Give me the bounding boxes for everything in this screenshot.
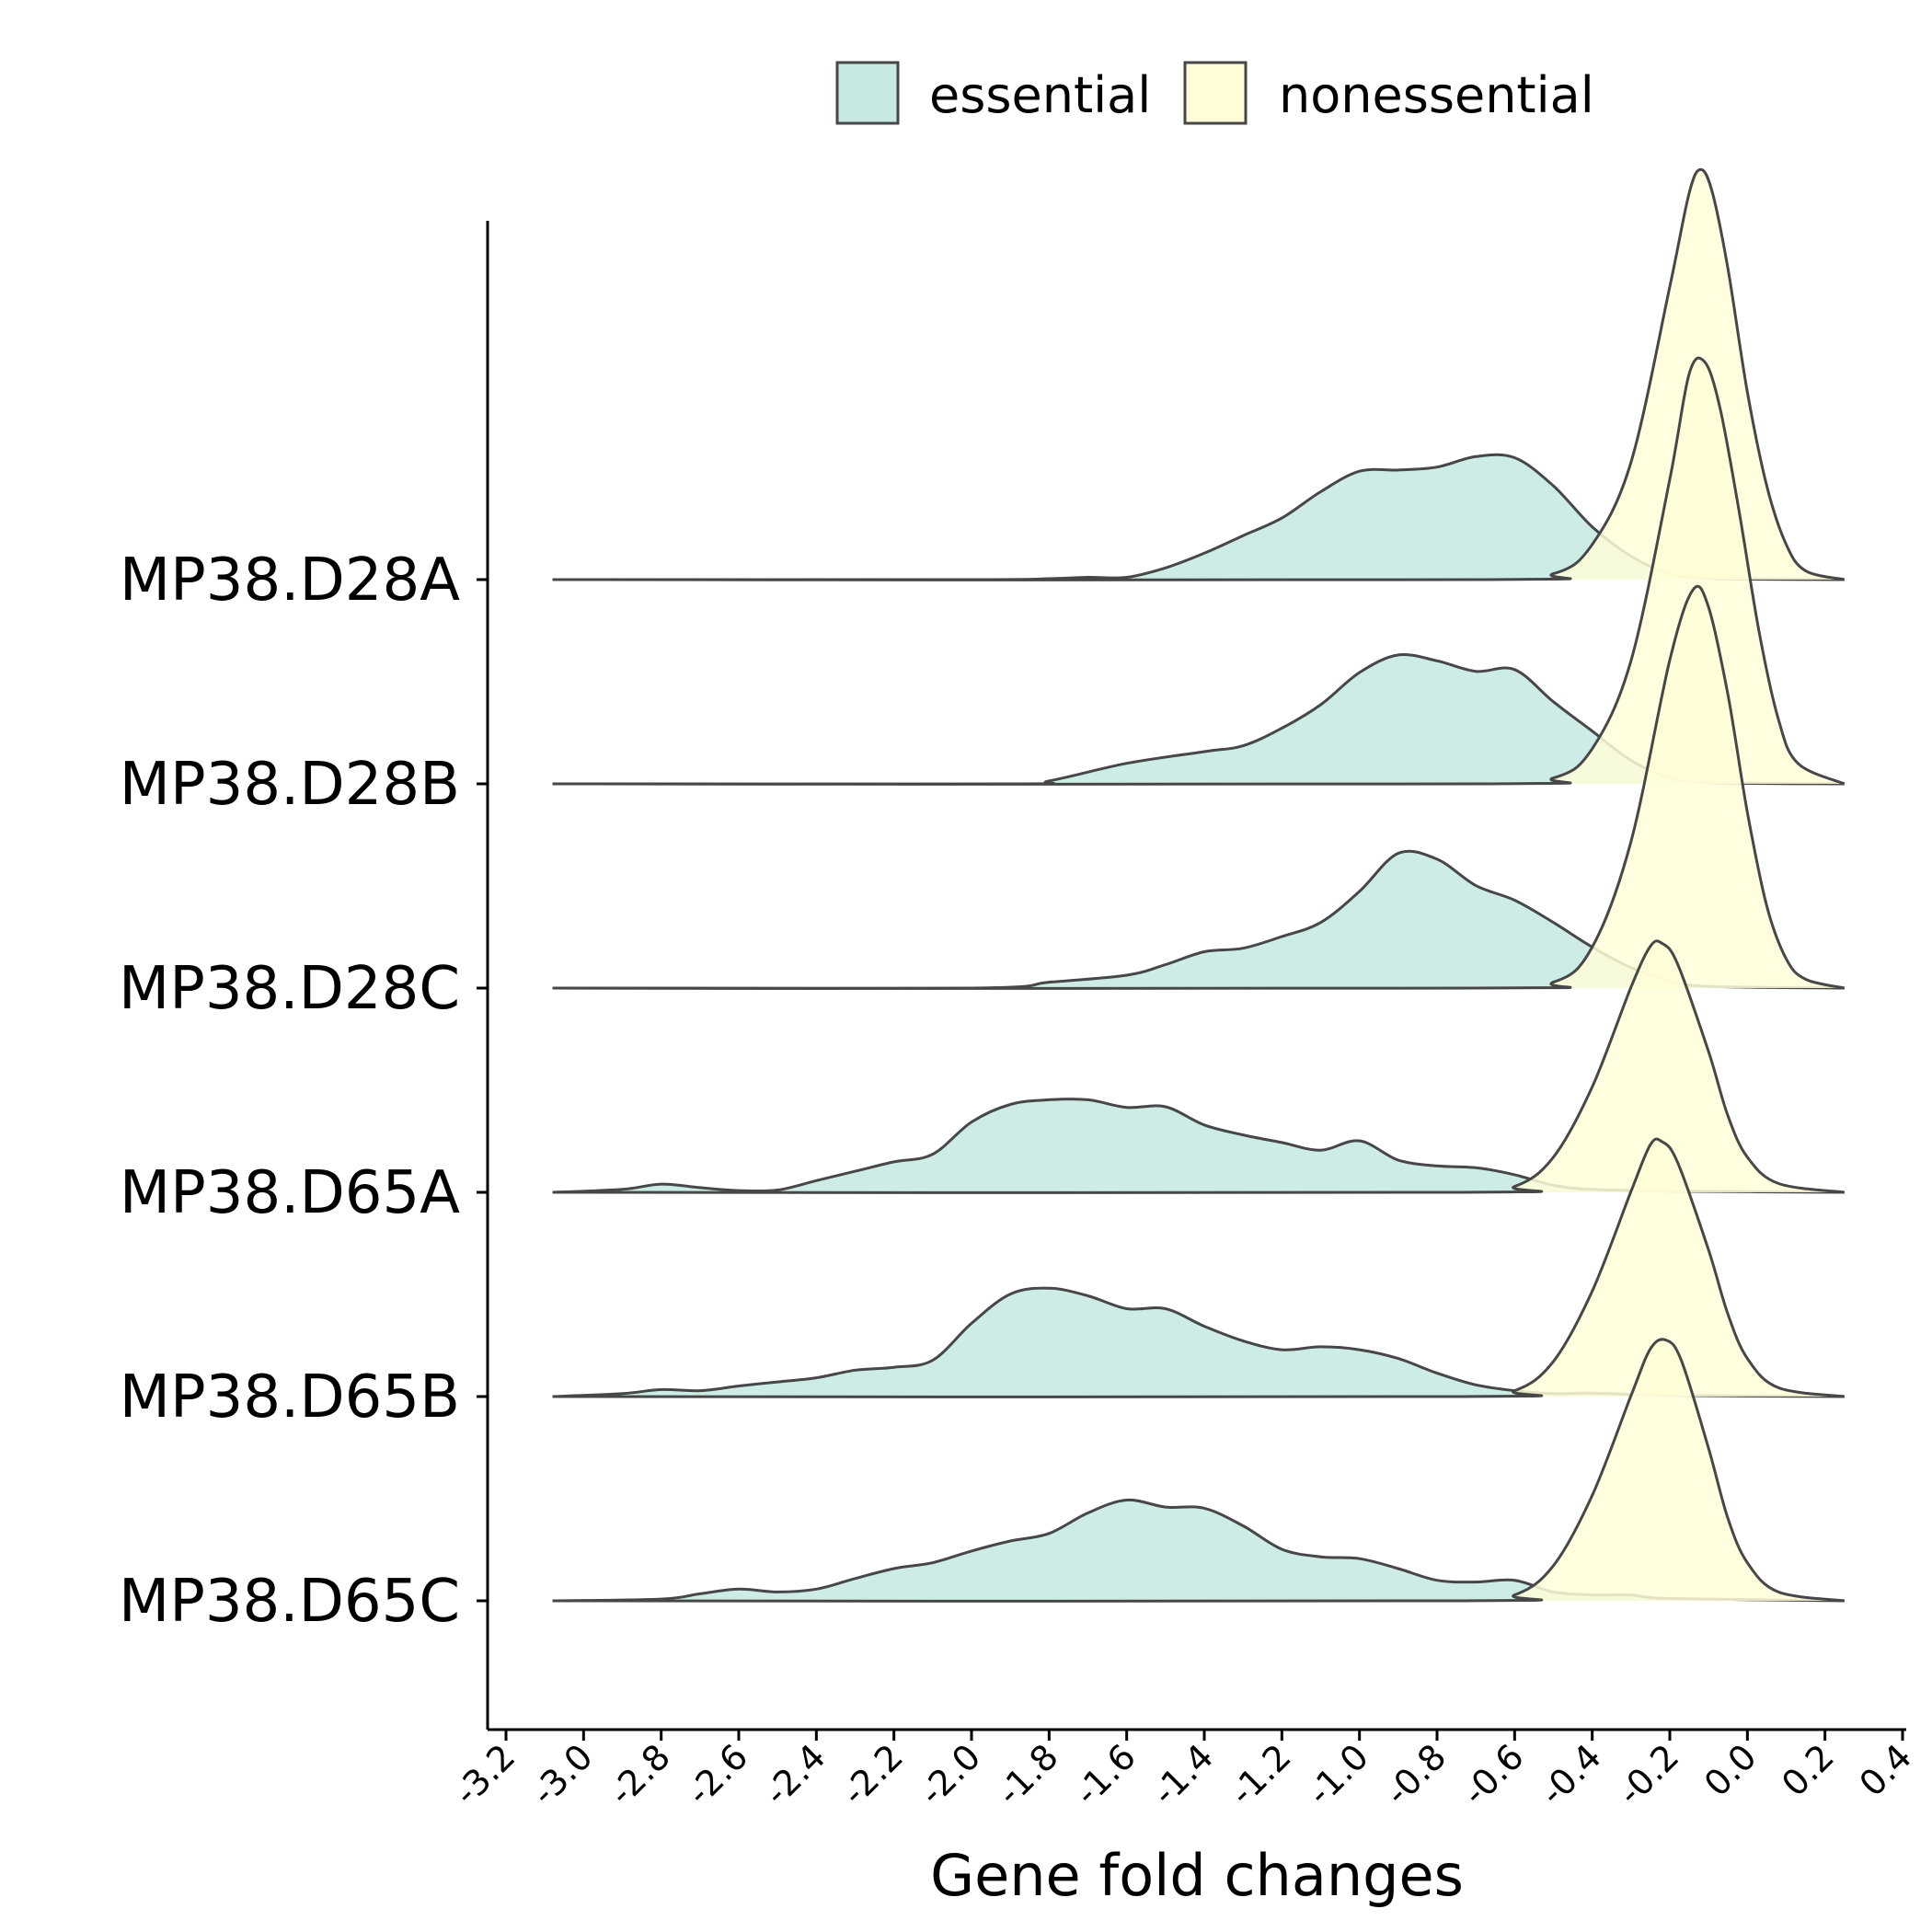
density-line-mp38-d28a-nonessential xyxy=(552,167,1846,581)
x-tick-label--0-6: -0.6 xyxy=(1455,1736,1532,1813)
density-area-mp38-d28c-essential xyxy=(552,851,1845,989)
x-tick-label--0-4: -0.4 xyxy=(1532,1736,1609,1813)
density-line-mp38-d65b-nonessential xyxy=(552,1137,1845,1398)
x-tick-label--3-0: -3.0 xyxy=(523,1736,601,1813)
legend-swatch-nonessential xyxy=(1183,61,1248,125)
ridge-mp38-d65c xyxy=(552,1338,1845,1603)
density-area-mp38-d65c-essential xyxy=(552,1500,1845,1601)
x-tick-label--1-8: -1.8 xyxy=(989,1736,1066,1813)
y-ticks: MP38.D28A MP38.D28B MP38.D28C MP38.D65A MP38… xyxy=(119,546,488,1636)
x-ticks: -3.2 -3.0 -2.8 -2.6 -2.4 -2.2 -2.0 -1.8 -1.6 -1.4… xyxy=(446,1730,1920,1813)
x-tick-label--1-6: -1.6 xyxy=(1066,1736,1144,1813)
y-tick-label-mp38-d28b: MP38.D28B xyxy=(120,751,460,819)
ridge-mp38-d65a xyxy=(552,939,1845,1194)
x-tick-label--1-2: -1.2 xyxy=(1222,1736,1299,1813)
density-area-mp38-d65b-nonessential xyxy=(552,1139,1845,1397)
y-tick-label-mp38-d65a: MP38.D65A xyxy=(120,1159,460,1227)
density-area-mp38-d65a-nonessential xyxy=(552,940,1845,1193)
ridge-mp38-d28a xyxy=(552,167,1846,581)
density-line-mp38-d65c-nonessential xyxy=(552,1338,1845,1603)
y-tick-label-mp38-d65c: MP38.D65C xyxy=(119,1568,460,1636)
density-area-mp38-d28b-essential xyxy=(552,654,1845,785)
y-tick-label-mp38-d65b: MP38.D65B xyxy=(120,1363,460,1432)
y-tick-label-mp38-d28a: MP38.D28A xyxy=(120,546,460,615)
legend: essential nonessential xyxy=(835,61,1594,125)
x-tick-label--0-2: -0.2 xyxy=(1610,1736,1687,1813)
x-tick-label--2-2: -2.2 xyxy=(834,1736,911,1813)
x-tick-label--1-4: -1.4 xyxy=(1144,1736,1222,1813)
x-tick-label-0-0: 0.0 xyxy=(1696,1736,1765,1804)
legend-swatch-essential xyxy=(835,61,900,125)
x-tick-label-0-2: 0.2 xyxy=(1774,1736,1842,1804)
legend-label-nonessential: nonessential xyxy=(1279,66,1594,124)
ridge-mp38-d28c xyxy=(552,584,1846,990)
density-area-mp38-d65a-essential xyxy=(552,1098,1845,1192)
x-tick-label--1-0: -1.0 xyxy=(1299,1736,1376,1813)
x-tick-label--2-8: -2.8 xyxy=(601,1736,678,1813)
ridge-mp38-d65b xyxy=(552,1137,1845,1398)
density-area-mp38-d28c-nonessential xyxy=(552,586,1845,989)
x-tick-label--2-4: -2.4 xyxy=(756,1736,834,1813)
x-tick-label--0-8: -0.8 xyxy=(1377,1736,1455,1813)
x-tick-label-0-4: 0.4 xyxy=(1852,1736,1920,1804)
legend-label-essential: essential xyxy=(929,66,1151,124)
ridges xyxy=(552,167,1846,1603)
x-tick-label--2-0: -2.0 xyxy=(912,1736,989,1813)
x-tick-label--2-6: -2.6 xyxy=(679,1736,756,1813)
density-line-mp38-d65a-nonessential xyxy=(552,939,1845,1194)
density-area-mp38-d65c-nonessential xyxy=(552,1339,1845,1602)
density-line-mp38-d28b-nonessential xyxy=(552,356,1846,786)
density-line-mp38-d28c-nonessential xyxy=(552,584,1846,990)
x-tick-label--3-2: -3.2 xyxy=(446,1736,523,1813)
y-tick-label-mp38-d28c: MP38.D28C xyxy=(119,955,460,1023)
density-area-mp38-d28a-essential xyxy=(552,454,1845,581)
x-axis-title: Gene fold changes xyxy=(930,1842,1464,1909)
density-line-mp38-d65a-essential xyxy=(552,1098,1845,1194)
